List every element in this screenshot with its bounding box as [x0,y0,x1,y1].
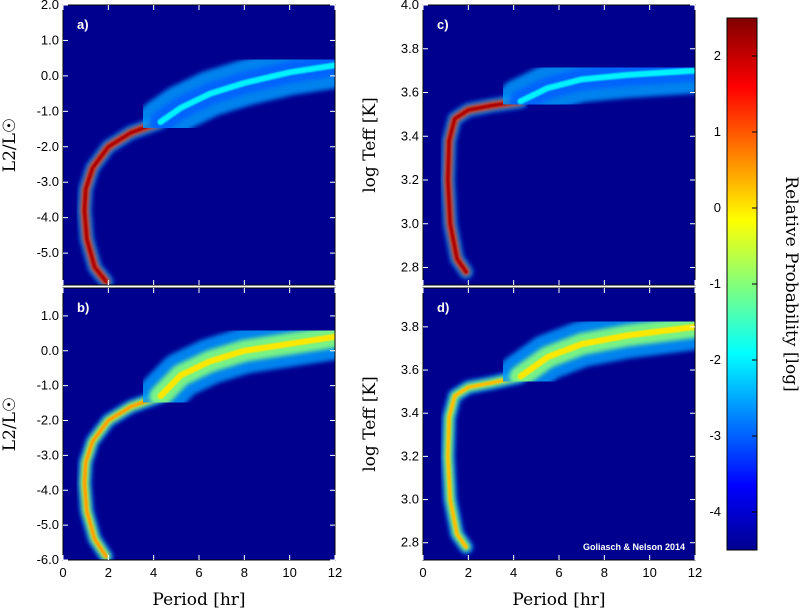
panel-label: a) [77,17,89,32]
colorbar-tick-label: 1 [714,124,721,139]
y-tick-label: 3.4 [401,128,419,143]
x-axis-title: Period [hr] [512,590,605,610]
colorbar-tick-label: 0 [714,200,721,215]
x-tick-label: 12 [328,565,342,580]
panel-b: 1.0 0.0 -1.0 -2.0 -3.0 -4.0 -5.0 -6.00 2 4 6 8 10 12 b… [0,287,342,610]
y-tick-label: 3.6 [401,362,419,377]
plot-background [423,5,695,285]
x-tick-label: 0 [59,565,66,580]
panel-label: d) [437,300,449,315]
density-track-core [82,394,163,559]
y-tick-label: -2.0 [37,413,59,428]
y-tick-label: 2.8 [401,260,419,275]
y-axis-title: L2/L☉ [0,397,20,451]
density-track-core [82,120,163,284]
y-tick-label: 3.4 [401,405,419,420]
y-tick-label: -1.0 [37,378,59,393]
x-tick-label: 6 [555,565,562,580]
y-tick-label: -6.0 [37,552,59,567]
y-tick-label: -3.0 [37,447,59,462]
x-tick-label: 2 [465,565,472,580]
y-tick-label: 4.0 [401,0,419,12]
density-track-core [517,323,695,380]
x-tick-label: 0 [419,565,426,580]
x-tick-label: 12 [688,565,702,580]
y-tick-label: -1.0 [37,103,59,118]
x-tick-label: 8 [601,565,608,580]
y-tick-label: -3.0 [37,174,59,189]
y-tick-label: 2.0 [41,0,59,12]
x-tick-label: 10 [642,565,656,580]
colorbar-tick-label: -2 [709,352,721,367]
density-track-core [446,99,523,274]
y-axis-title: log Teff [K] [360,97,380,192]
x-tick-label: 4 [150,565,157,580]
y-tick-label: 1.0 [41,32,59,47]
colorbar-title: Relative Probability [log] [781,176,800,391]
x-tick-label: 2 [105,565,112,580]
y-tick-label: 1.0 [41,308,59,323]
panel-label: b) [77,300,89,315]
panel-c: 4.0 3.8 3.6 3.4 3.2 3.0 2.8 c) log Teff [K] [360,0,696,286]
y-tick-label: 3.8 [401,319,419,334]
density-track-core [446,374,523,549]
density-track-core [157,62,335,125]
panel-d: 3.8 3.6 3.4 3.2 3.0 2.80 2 4 6 8 10 12 d) log Teff [K… [360,287,702,610]
y-tick-label: 0.0 [41,68,59,83]
credit-text: Goliasch & Nelson 2014 [583,542,685,552]
y-tick-label: 3.0 [401,216,419,231]
panel-a: 2.0 1.0 0.0 -1.0 -2.0 -3.0 -4.0 -5.0 a) L2/L☉ [0,0,336,286]
colorbar-tick-label: -4 [709,504,721,519]
x-tick-label: 10 [282,565,296,580]
colorbar-tick-label: -1 [709,276,721,291]
density-track-core [517,67,695,105]
y-tick-label: -4.0 [37,482,59,497]
y-tick-label: -5.0 [37,245,59,260]
y-tick-label: -5.0 [37,517,59,532]
y-tick-label: 3.2 [401,172,419,187]
y-axis-title: L2/L☉ [0,118,20,172]
y-tick-label: 2.8 [401,535,419,550]
colorbar-tick-label: 2 [714,48,721,63]
y-tick-label: 3.0 [401,492,419,507]
y-tick-label: 3.6 [401,85,419,100]
x-axis-title: Period [hr] [152,590,245,610]
colorbar: 2 1 0 -1 -2 -3 -4 Relative Probability [log] [709,17,800,551]
x-tick-label: 8 [241,565,248,580]
x-tick-label: 6 [195,565,202,580]
y-tick-label: 3.8 [401,41,419,56]
y-tick-label: -4.0 [37,210,59,225]
y-tick-label: -2.0 [37,139,59,154]
colorbar-tick-label: -3 [709,428,721,443]
x-tick-label: 4 [510,565,517,580]
y-tick-label: 0.0 [41,343,59,358]
y-axis-title: log Teff [K] [360,376,380,471]
y-tick-label: 3.2 [401,448,419,463]
density-track-core [157,333,335,400]
panel-label: c) [437,17,449,32]
